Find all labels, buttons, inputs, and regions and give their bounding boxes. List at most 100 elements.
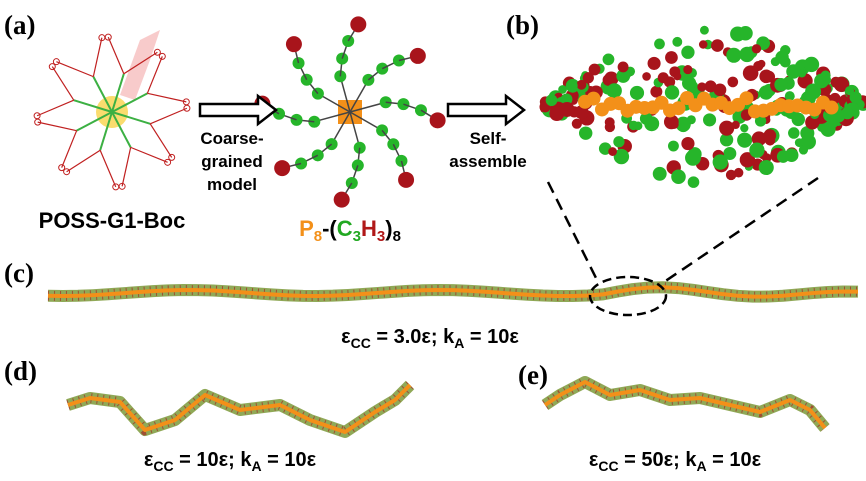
bead	[350, 16, 367, 33]
bead	[657, 72, 669, 84]
caption-part: ε	[589, 449, 599, 471]
bead	[672, 36, 683, 47]
captions: εCC = 3.0ε; kA = 10ε εCC = 10ε; kA = 10ε…	[144, 326, 762, 474]
zoom-ellipse	[588, 275, 668, 317]
bead	[697, 82, 707, 92]
group	[104, 33, 112, 41]
caption: εCC = 50ε; kA = 10ε	[589, 449, 762, 474]
arm	[92, 76, 113, 113]
bead	[723, 147, 737, 161]
bead	[673, 72, 682, 81]
formula-part: H	[361, 216, 377, 241]
arm	[111, 111, 151, 125]
bead	[675, 116, 691, 132]
panel-label: (e)	[518, 360, 548, 390]
arrow-label-line: Coarse-	[200, 129, 263, 148]
bead	[545, 94, 558, 107]
bead	[798, 145, 809, 155]
bead	[617, 61, 629, 73]
bead	[731, 120, 740, 130]
caption-part: ε	[144, 449, 154, 471]
bead	[604, 117, 615, 128]
bead	[566, 79, 578, 92]
branch	[149, 123, 173, 158]
bead	[754, 115, 767, 127]
bead	[730, 26, 746, 42]
fiber-core	[543, 380, 827, 430]
caption-part: A	[251, 458, 261, 474]
branch	[130, 146, 168, 163]
bead	[579, 126, 593, 140]
caption-part: A	[454, 335, 464, 351]
bead	[602, 74, 615, 86]
caption-part: = 3.0ε; k	[371, 326, 455, 348]
caption-part: CC	[598, 458, 618, 474]
group	[52, 58, 60, 66]
group	[58, 164, 66, 172]
bead	[650, 85, 663, 98]
bead	[559, 101, 575, 117]
arm	[76, 111, 113, 132]
panel-label: (d)	[4, 356, 37, 386]
bond	[349, 101, 386, 113]
core-bead	[739, 91, 754, 106]
arrow-label: Coarse- grained model Self- assemble	[200, 129, 526, 194]
bead	[786, 64, 801, 79]
highlight	[120, 30, 160, 100]
caption-part: = 50ε; k	[619, 449, 698, 471]
bead	[629, 85, 645, 100]
bead	[667, 140, 679, 152]
fiber-core	[67, 383, 412, 434]
bead	[774, 77, 788, 92]
bead	[820, 70, 831, 81]
group	[158, 52, 166, 60]
bead	[726, 47, 742, 63]
bond	[349, 111, 383, 132]
bead	[788, 127, 800, 139]
branch	[99, 149, 117, 188]
panel-label: (a)	[4, 10, 35, 40]
bead	[582, 72, 594, 84]
bead	[727, 76, 739, 88]
arrow	[446, 93, 527, 127]
bead	[711, 39, 724, 52]
bead	[719, 133, 734, 147]
group	[48, 63, 56, 71]
branch	[147, 92, 187, 103]
bond	[349, 79, 370, 113]
group	[112, 183, 120, 191]
bead	[751, 44, 762, 54]
bead	[758, 159, 774, 176]
bead	[681, 45, 695, 59]
bead	[558, 85, 567, 94]
bead	[616, 69, 631, 83]
arm	[111, 111, 132, 148]
branch	[121, 147, 132, 187]
caption-part: = 10ε; k	[174, 449, 253, 471]
bead	[703, 113, 717, 127]
arrow-label-line: grained	[201, 152, 262, 171]
bead	[274, 160, 291, 177]
bead	[712, 154, 728, 170]
zoom-line	[546, 176, 819, 284]
caption-part: = 10ε	[707, 449, 762, 471]
branch	[146, 56, 163, 94]
bond	[330, 111, 351, 145]
group	[168, 153, 176, 161]
caption-part: = 10ε	[464, 326, 519, 348]
bond	[314, 111, 351, 123]
bead	[739, 46, 755, 63]
bead	[665, 54, 674, 64]
arm	[99, 111, 113, 151]
group	[164, 158, 172, 166]
formula-part: P	[299, 216, 314, 241]
bead	[738, 133, 748, 143]
group	[63, 168, 71, 176]
bead	[683, 64, 693, 75]
bead	[571, 118, 582, 129]
caption-part: ε	[341, 326, 351, 348]
arrow-label-line: model	[207, 175, 257, 194]
arm	[111, 92, 148, 113]
bead	[333, 191, 350, 208]
